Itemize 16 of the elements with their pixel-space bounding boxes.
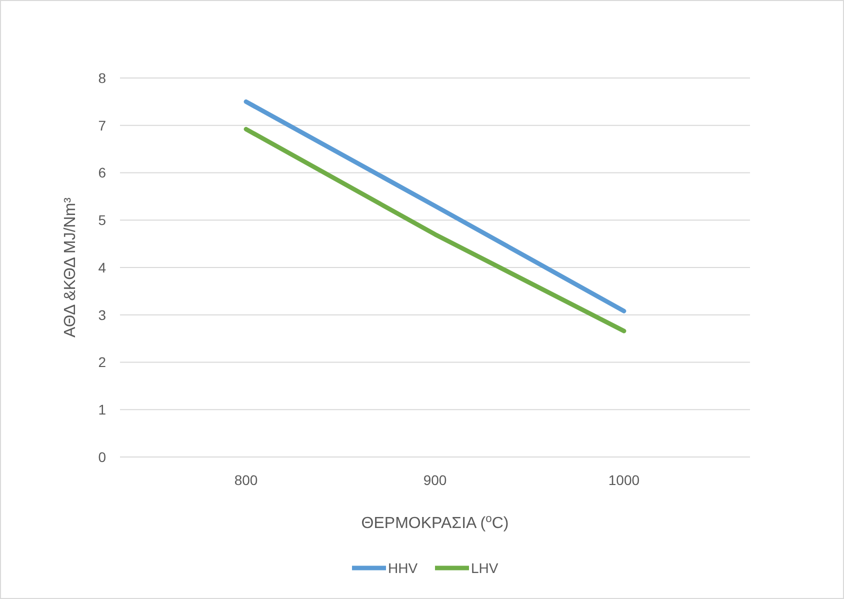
legend-label: LHV xyxy=(471,560,499,576)
x-tick-label: 1000 xyxy=(608,472,640,488)
y-axis-title: ΑΘΔ &ΚΘΔ MJ/Nm³ xyxy=(62,196,79,338)
y-tick-label: 7 xyxy=(98,117,106,134)
x-tick-label: 800 xyxy=(234,472,258,488)
y-tick-label: 8 xyxy=(98,70,106,86)
y-tick-label: 2 xyxy=(98,354,106,370)
x-axis-title: ΘΕΡΜΟΚΡΑΣΙΑ ($^{o}$C) xyxy=(361,513,509,532)
x-tick-label: 900 xyxy=(423,472,447,488)
y-tick-label: 3 xyxy=(98,306,106,323)
y-tick-label: 1 xyxy=(98,402,106,418)
y-tick-label: 0 xyxy=(98,448,106,465)
y-tick-label: 4 xyxy=(98,259,106,276)
y-tick-label: 5 xyxy=(98,212,106,228)
legend-label: HHV xyxy=(388,560,418,576)
y-tick-label: 6 xyxy=(98,164,106,181)
